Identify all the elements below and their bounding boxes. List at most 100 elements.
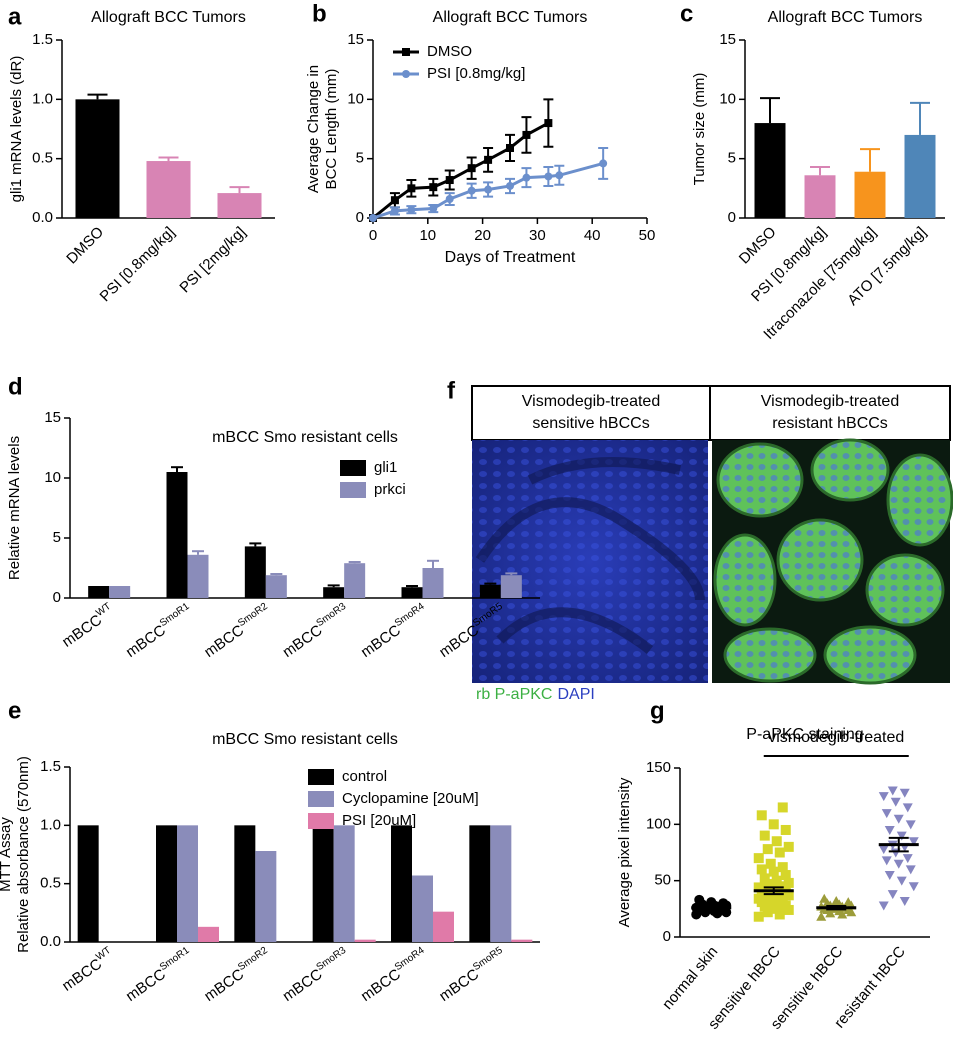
marker	[822, 898, 833, 908]
marker	[902, 803, 913, 813]
y-tick-label: 100	[646, 815, 671, 832]
bar	[344, 563, 366, 598]
marker	[544, 172, 553, 181]
marker	[905, 820, 916, 830]
x-tick-label: PSI [0.8mg/kg]	[97, 224, 179, 306]
marker	[506, 181, 514, 190]
bar	[433, 911, 454, 942]
marker	[768, 866, 779, 877]
x-tick-label-sup: SmoR3	[314, 944, 348, 972]
y-tick-label: 0	[356, 209, 364, 226]
x-tick-label: mBCCSmoR4	[356, 600, 431, 661]
x-tick-label: mBCCSmoR4	[356, 944, 431, 1005]
marker	[753, 893, 764, 904]
x-tick-label: 10	[419, 227, 436, 244]
marker	[908, 882, 919, 892]
y-tick-label: 0	[728, 209, 736, 226]
x-tick-label: 0	[369, 227, 377, 244]
marker	[816, 911, 827, 921]
x-tick-label-sup: SmoR3	[314, 600, 348, 628]
x-tick-label: mBCCSmoR2	[200, 600, 275, 661]
y-tick-label: 0	[53, 589, 61, 606]
y-axis-label: Average Change in	[305, 65, 322, 193]
chart-title: Allograft BCC Tumors	[91, 9, 246, 26]
y-axis-label: gli1 mRNA levels (dR)	[8, 56, 25, 203]
marker	[777, 802, 788, 813]
micrograph-texture	[472, 440, 708, 683]
marker	[887, 890, 898, 900]
legend-label: control	[342, 768, 387, 785]
legend-label: PSI [20uM]	[342, 812, 416, 829]
bar	[754, 123, 786, 218]
x-tick-label-sup: SmoR2	[236, 944, 270, 972]
y-tick-label: 0.5	[32, 150, 53, 167]
x-tick-label: normal skin	[659, 943, 721, 1013]
bar	[391, 825, 412, 942]
micrograph-nests	[713, 438, 953, 685]
y-tick-label: 10	[44, 469, 61, 486]
micrograph-stroma	[475, 457, 705, 654]
marker	[506, 143, 514, 152]
marker	[706, 897, 717, 908]
y-axis-label: Relative mRNA levels	[6, 436, 23, 580]
y-axis-label: MTT Assay	[0, 817, 14, 892]
y-tick-label: 0.5	[40, 875, 61, 892]
marker	[783, 877, 794, 888]
y-tick-label: 10	[719, 90, 736, 107]
caption-part: rb P-aPKC	[476, 686, 552, 703]
bar	[88, 586, 110, 598]
bar	[904, 134, 936, 218]
y-axis-label: Tumor size (mm)	[691, 73, 708, 186]
x-tick-label: DMSO	[63, 224, 107, 268]
x-tick-label: mBCCSmoR1	[121, 944, 196, 1005]
y-tick-label: 5	[356, 150, 364, 167]
bar	[217, 193, 262, 218]
marker	[522, 130, 531, 139]
header-text: sensitive hBCCs	[532, 415, 649, 432]
bar	[255, 851, 277, 942]
bar	[422, 568, 444, 598]
bar	[479, 584, 501, 598]
x-tick-label: 30	[529, 227, 546, 244]
marker	[878, 845, 889, 855]
line	[372, 121, 550, 220]
y-tick-label: 1.5	[32, 31, 53, 48]
chart-title: Allograft BCC Tumors	[768, 9, 923, 26]
marker	[445, 195, 454, 204]
marker	[484, 185, 493, 194]
bar	[354, 939, 376, 942]
marker	[544, 119, 553, 128]
marker	[369, 214, 377, 222]
chart-panel: e mBCC Smo resistant cells 0.0 0.5 1.0 1.5 MTT…	[0, 697, 540, 1005]
marker	[890, 797, 901, 807]
bar	[234, 825, 256, 942]
bar	[490, 825, 512, 942]
marker	[783, 841, 794, 852]
y-tick-label: 15	[44, 409, 61, 426]
marker	[445, 176, 454, 185]
marker	[753, 911, 764, 922]
legend-label: gli1	[374, 459, 397, 476]
marker	[467, 186, 476, 195]
annotation: vismodegib-treated	[768, 729, 904, 746]
marker	[881, 856, 892, 866]
x-tick-label-sup: SmoR5	[471, 944, 505, 972]
x-tick-label-sup: SmoR4	[393, 944, 427, 972]
legend-swatch	[308, 813, 334, 829]
x-tick-label: mBCCWT	[58, 601, 118, 651]
chart-panel: c Allograft BCC Tumors 0 5 10 15 Tumor size (m…	[680, 0, 945, 343]
y-tick-label: 1.0	[40, 816, 61, 833]
marker	[771, 836, 782, 847]
marker	[887, 786, 898, 796]
marker	[390, 206, 399, 215]
marker	[780, 870, 791, 881]
marker	[774, 881, 785, 892]
marker	[780, 824, 791, 835]
y-tick-label: 10	[347, 90, 364, 107]
marker	[402, 70, 410, 78]
x-tick-label: 40	[584, 227, 601, 244]
marker	[753, 853, 764, 864]
caption-part: DAPI	[557, 686, 594, 703]
bar	[401, 587, 423, 598]
